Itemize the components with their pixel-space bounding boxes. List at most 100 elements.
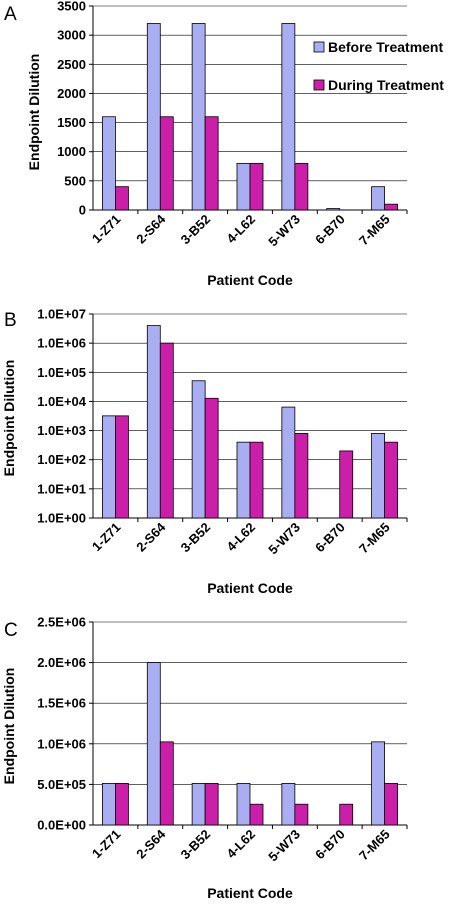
- bar-before-3-b52: [191, 783, 206, 826]
- y-tick-label: 1.0E+06: [37, 336, 86, 351]
- bar-during-6-b70: [339, 803, 354, 826]
- x-axis-title-c: Patient Code: [207, 885, 293, 901]
- chart-panel-b: B 1.0E+00 1.0E+01 1.0E+02 1.0E+03 1.0E+04 1.0…: [1, 307, 408, 596]
- x-category-label: 1-Z71: [89, 827, 124, 862]
- y-tick-label: 2500: [57, 57, 86, 72]
- x-category-label: 3-B52: [178, 520, 214, 556]
- x-category-label: 2-S64: [133, 211, 169, 247]
- bar-during-3-b52: [204, 397, 219, 519]
- y-axis-title-b: Endpoint Dilution: [1, 360, 17, 477]
- bar-before-1-z71: [102, 116, 116, 211]
- bar-before-2-s64: [146, 662, 161, 826]
- bar-during-4-l62: [249, 441, 264, 519]
- y-tick-label: 1.0E+03: [37, 423, 86, 438]
- x-category-label: 6-B70: [312, 827, 348, 863]
- bar-during-4-l62: [249, 803, 264, 826]
- y-tick-label: 1500: [57, 115, 86, 130]
- bar-before-5-w73: [281, 406, 296, 519]
- bar-before-5-w73: [281, 23, 296, 211]
- bar-before-6-b70: [326, 208, 341, 211]
- bar-before-5-w73: [281, 783, 296, 826]
- x-category-label: 2-S64: [133, 519, 169, 555]
- bar-before-7-m65: [371, 741, 385, 826]
- bar-before-1-z71: [102, 783, 116, 826]
- bar-during-1-z71: [115, 186, 129, 211]
- y-tick-label: 1.0E+05: [37, 365, 86, 380]
- chart-panel-a: A 0 500 1000 1500 2000 2500 3000 3500 1-Z71 2-S6…: [4, 0, 444, 288]
- x-category-label: 7-M65: [356, 827, 393, 864]
- x-category-label: 5-W73: [265, 827, 303, 865]
- x-category-label: 4-L62: [223, 520, 258, 555]
- legend-swatch-before: [313, 41, 325, 53]
- bar-during-5-w73: [294, 432, 309, 519]
- bar-during-7-m65: [384, 441, 398, 519]
- bar-during-5-w73: [294, 162, 309, 211]
- bar-before-3-b52: [191, 380, 206, 519]
- x-category-label: 3-B52: [178, 212, 214, 248]
- bar-before-4-l62: [236, 162, 251, 211]
- bar-during-3-b52: [204, 116, 219, 211]
- bar-during-4-l62: [249, 162, 264, 211]
- bar-during-2-s64: [159, 741, 174, 826]
- y-tick-label: 1.0E+06: [37, 736, 86, 751]
- y-tick-label: 1000: [57, 144, 86, 159]
- y-tick-label: 2.5E+06: [37, 615, 86, 630]
- y-tick-label: 1.0E+00: [37, 511, 86, 526]
- y-tick-label: 3000: [57, 28, 86, 43]
- bar-during-7-m65: [384, 783, 398, 826]
- panel-letter-a: A: [4, 4, 17, 25]
- chart-panel-c: C 0.0E+00 5.0E+05 1.0E+06 1.5E+06 2.0E+06 2.5…: [1, 615, 408, 901]
- bar-during-2-s64: [159, 342, 174, 519]
- y-tick-label: 5.0E+05: [37, 777, 86, 792]
- x-category-label: 1-Z71: [89, 520, 124, 555]
- bar-during-1-z71: [115, 783, 129, 826]
- y-tick-label: 0: [79, 203, 86, 218]
- y-axis-title-a: Endpoint Dilution: [26, 54, 42, 171]
- y-tick-label: 1.0E+01: [37, 481, 86, 496]
- legend: Before Treatment During Treatment: [313, 39, 444, 93]
- bar-before-4-l62: [236, 783, 251, 826]
- panel-letter-b: B: [4, 310, 17, 331]
- x-category-label: 3-B52: [178, 827, 214, 863]
- y-tick-label: 2000: [57, 86, 86, 101]
- bar-before-7-m65: [371, 186, 385, 211]
- x-axis-title-a: Patient Code: [207, 272, 293, 288]
- bar-during-6-b70: [339, 450, 354, 519]
- x-category-label: 4-L62: [223, 212, 258, 247]
- x-category-label: 5-W73: [265, 212, 303, 250]
- y-tick-label: 1.0E+04: [37, 394, 87, 409]
- x-category-label: 7-M65: [356, 520, 393, 557]
- panel-letter-c: C: [4, 620, 18, 641]
- bar-during-3-b52: [204, 783, 219, 826]
- y-tick-label: 1.5E+06: [37, 696, 86, 711]
- y-tick-label: 3500: [57, 0, 86, 14]
- x-category-label: 2-S64: [133, 826, 169, 862]
- y-tick-label: 500: [64, 173, 86, 188]
- bar-before-4-l62: [236, 441, 251, 519]
- bar-before-7-m65: [371, 432, 385, 519]
- x-category-label: 6-B70: [312, 212, 348, 248]
- x-category-label: 7-M65: [356, 212, 393, 249]
- legend-label-before: Before Treatment: [328, 39, 443, 55]
- x-category-label: 6-B70: [312, 520, 348, 556]
- x-axis-title-b: Patient Code: [207, 580, 293, 596]
- legend-label-during: During Treatment: [328, 77, 444, 93]
- bar-before-1-z71: [102, 415, 116, 519]
- x-category-label: 4-L62: [223, 827, 258, 862]
- bar-during-5-w73: [294, 803, 309, 826]
- bar-before-2-s64: [146, 325, 161, 519]
- bar-during-2-s64: [159, 116, 174, 211]
- y-tick-label: 2.0E+06: [37, 655, 86, 670]
- legend-swatch-during: [313, 79, 325, 91]
- y-tick-label: 1.0E+07: [37, 307, 86, 322]
- bar-during-7-m65: [384, 203, 398, 211]
- y-tick-label: 1.0E+02: [37, 452, 86, 467]
- y-axis-title-c: Endpoint Dilution: [1, 668, 17, 785]
- x-category-label: 1-Z71: [89, 212, 124, 247]
- bar-before-3-b52: [191, 23, 206, 211]
- bar-before-2-s64: [146, 23, 161, 211]
- y-tick-label: 0.0E+00: [37, 818, 86, 833]
- bar-during-1-z71: [115, 415, 129, 519]
- x-category-label: 5-W73: [265, 520, 303, 558]
